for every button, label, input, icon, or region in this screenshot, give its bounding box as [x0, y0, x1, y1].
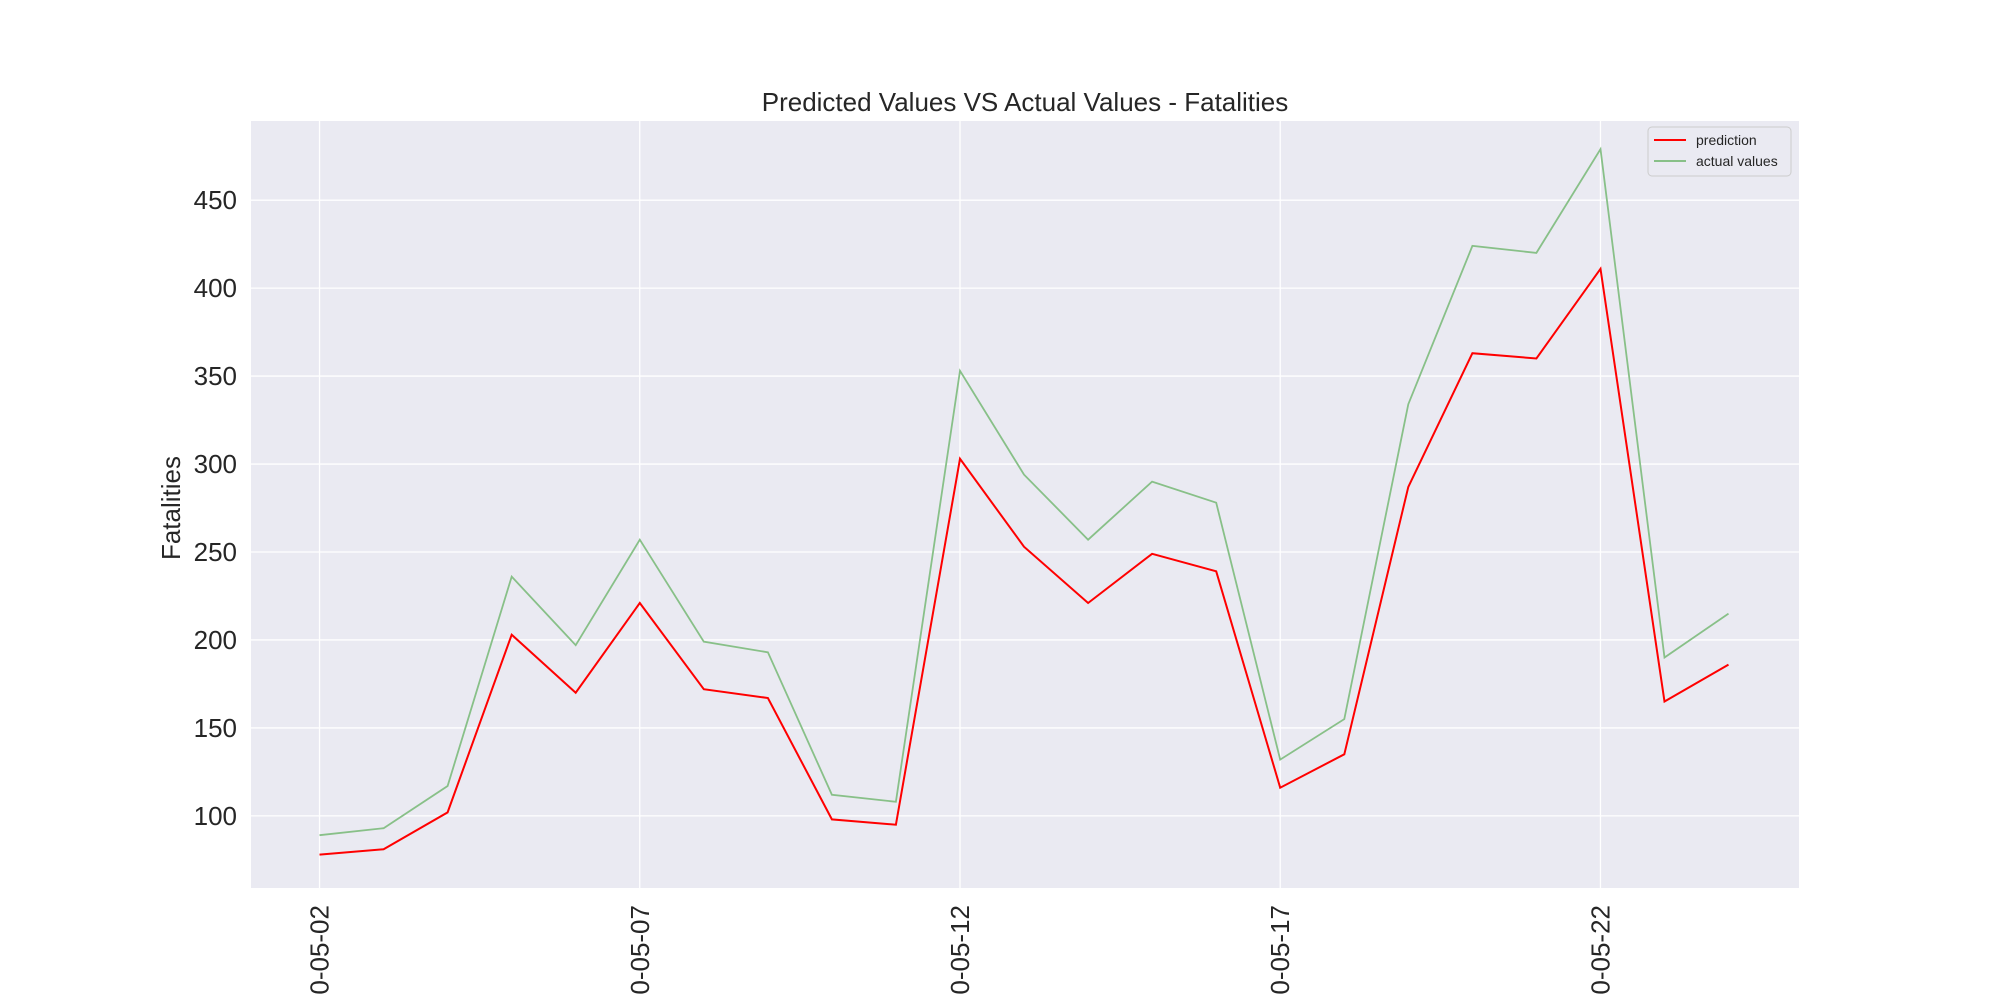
legend-label: actual values [1696, 153, 1778, 169]
legend-label: prediction [1696, 132, 1757, 148]
x-tick-labels: 0-05-02 0-05-07 0-05-12 0-05-17 0-05-22 [305, 905, 1616, 995]
y-tick-label: 200 [194, 625, 237, 655]
y-tick-label: 350 [194, 361, 237, 391]
series-line-prediction [319, 266, 1729, 856]
y-tick-label: 300 [194, 449, 237, 479]
series-line-actual-values [319, 146, 1730, 837]
x-tick-label: 0-05-02 [305, 905, 335, 995]
plot-background [251, 121, 1799, 888]
series-layer [319, 146, 1730, 856]
x-tick-label: 0-05-12 [945, 905, 975, 995]
x-tick-label: 0-05-22 [1585, 905, 1615, 995]
y-tick-label: 150 [194, 713, 237, 743]
legend: prediction actual values [1647, 126, 1792, 177]
y-tick-label: 400 [194, 273, 237, 303]
y-tick-label: 250 [194, 537, 237, 567]
y-tick-label: 100 [194, 801, 237, 831]
y-tick-labels: 100 150 200 250 300 350 400 450 [194, 185, 237, 831]
chart-title: Predicted Values VS Actual Values - Fata… [762, 87, 1289, 117]
y-tick-label: 450 [194, 185, 237, 215]
x-tick-label: 0-05-07 [625, 905, 655, 995]
x-tick-label: 0-05-17 [1265, 905, 1295, 995]
y-axis-label: Fatalities [156, 456, 186, 560]
